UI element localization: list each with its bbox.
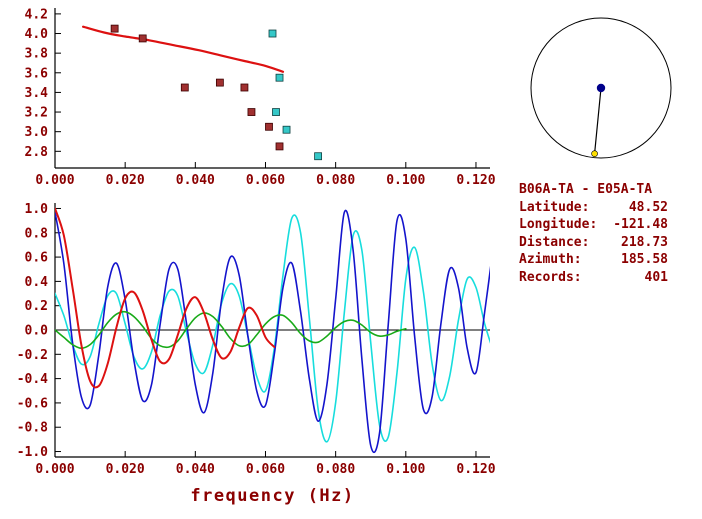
- svg-text:1.0: 1.0: [25, 202, 49, 217]
- svg-text:0.120: 0.120: [456, 462, 495, 477]
- svg-text:-0.6: -0.6: [17, 396, 48, 411]
- svg-text:-0.4: -0.4: [17, 372, 48, 387]
- svg-text:2.8: 2.8: [25, 145, 49, 160]
- azimuth-value: 185.58: [621, 252, 668, 267]
- svg-text:0.4: 0.4: [25, 275, 49, 290]
- svg-text:0.120: 0.120: [456, 173, 495, 188]
- svg-text:0.020: 0.020: [106, 173, 145, 188]
- svg-text:0.040: 0.040: [176, 462, 215, 477]
- svg-text:0.8: 0.8: [25, 226, 49, 241]
- svg-text:frequency (Hz): frequency (Hz): [190, 486, 354, 506]
- latitude-value: 48.52: [628, 199, 668, 215]
- azimuth-label: Azimuth:: [519, 252, 582, 267]
- svg-text:0.040: 0.040: [176, 173, 215, 188]
- latitude-label: Latitude:: [519, 199, 590, 215]
- svg-text:-0.8: -0.8: [17, 421, 48, 436]
- svg-text:0.000: 0.000: [35, 462, 74, 477]
- svg-text:0.060: 0.060: [246, 462, 285, 477]
- info-row-longitude: Longitude: -121.48: [519, 216, 668, 234]
- info-row-distance: Distance: 218.73: [519, 234, 668, 252]
- distance-value: 218.73: [621, 234, 668, 250]
- svg-text:0.100: 0.100: [386, 462, 425, 477]
- svg-text:0.080: 0.080: [316, 173, 355, 188]
- station-info-panel: B06A-TA - E05A-TA Latitude: 48.52 Longit…: [519, 181, 668, 286]
- svg-text:-0.2: -0.2: [17, 348, 48, 363]
- svg-text:0.000: 0.000: [35, 173, 74, 188]
- records-value: 401: [644, 269, 668, 285]
- svg-text:0.060: 0.060: [246, 173, 285, 188]
- svg-text:4.2: 4.2: [25, 7, 48, 22]
- svg-text:0.020: 0.020: [106, 462, 145, 477]
- records-label: Records:: [519, 269, 582, 285]
- longitude-value: -121.48: [613, 217, 668, 232]
- svg-text:-1.0: -1.0: [17, 445, 48, 460]
- station-pair-title: B06A-TA - E05A-TA: [519, 182, 653, 197]
- svg-text:3.0: 3.0: [25, 125, 49, 140]
- svg-text:3.2: 3.2: [25, 106, 48, 121]
- svg-text:3.4: 3.4: [25, 86, 49, 101]
- svg-text:4.0: 4.0: [25, 27, 49, 42]
- svg-text:0.6: 0.6: [25, 251, 49, 266]
- svg-text:0.100: 0.100: [386, 173, 425, 188]
- svg-text:0.080: 0.080: [316, 462, 355, 477]
- info-row-azimuth: Azimuth: 185.58: [519, 251, 668, 269]
- longitude-label: Longitude:: [519, 217, 598, 232]
- info-row-latitude: Latitude: 48.52: [519, 199, 668, 217]
- svg-text:3.8: 3.8: [25, 47, 49, 62]
- distance-label: Distance:: [519, 234, 590, 250]
- svg-text:0.2: 0.2: [25, 299, 48, 314]
- info-row-records: Records: 401: [519, 269, 668, 287]
- svg-text:0.0: 0.0: [25, 324, 49, 339]
- svg-text:3.6: 3.6: [25, 66, 49, 81]
